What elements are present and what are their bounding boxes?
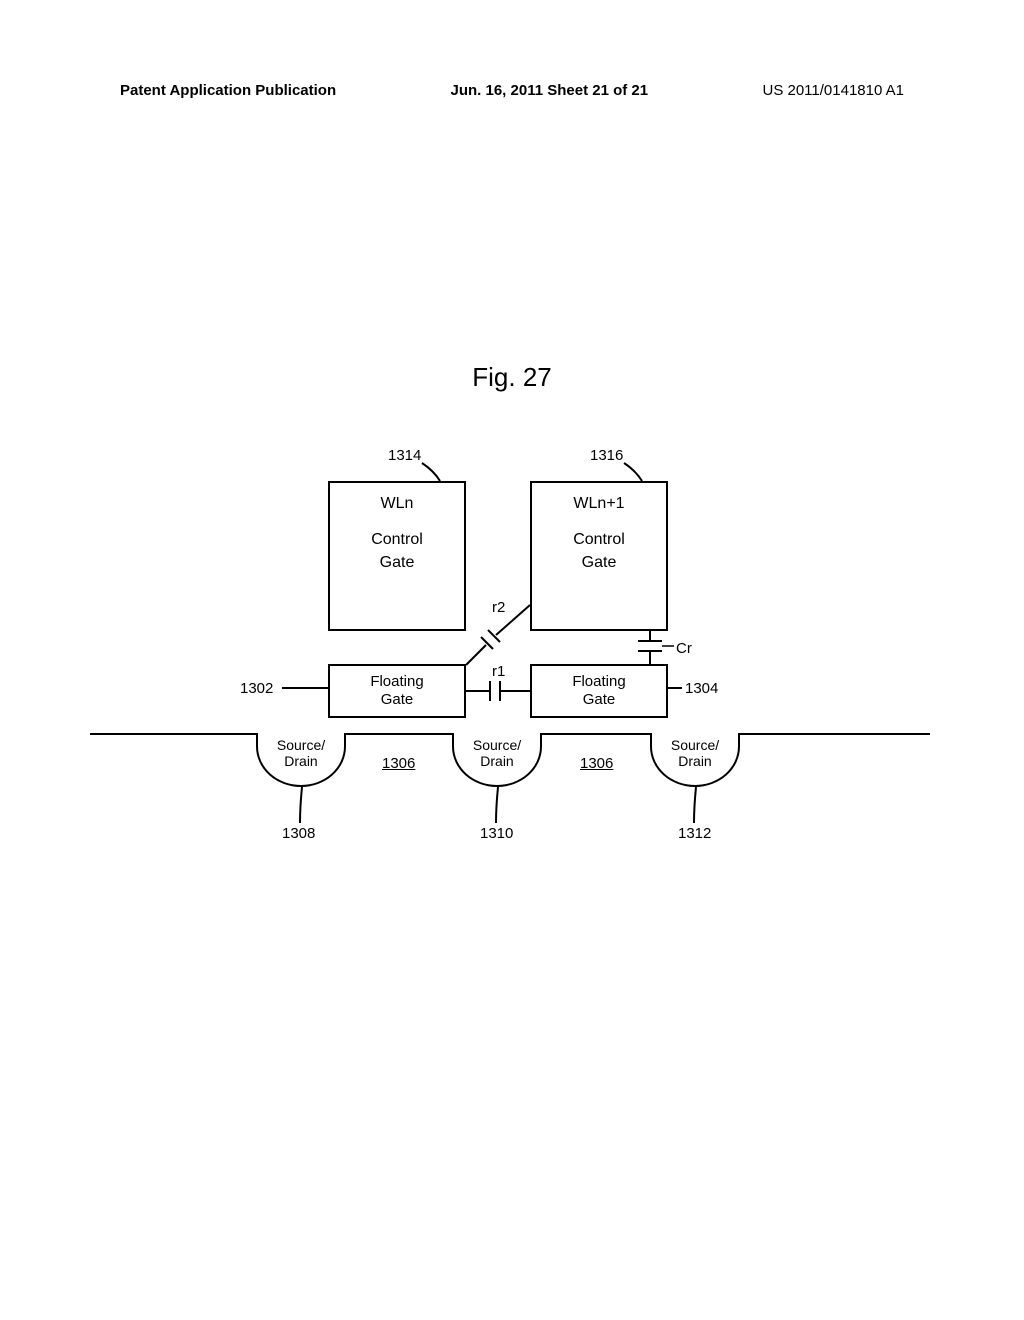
connector-overlay [230, 455, 790, 855]
header-right: US 2011/0141810 A1 [762, 82, 904, 99]
figure-title: Fig. 27 [0, 362, 1024, 393]
circuit-diagram: 1314 1316 WLn Control Gate WLn+1 Control… [230, 455, 790, 855]
header-center: Jun. 16, 2011 Sheet 21 of 21 [451, 82, 649, 99]
page-header: Patent Application Publication Jun. 16, … [120, 82, 904, 99]
header-left: Patent Application Publication [120, 82, 336, 99]
